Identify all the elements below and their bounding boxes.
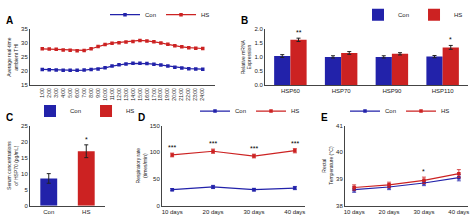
svg-text:**: ** bbox=[296, 29, 302, 36]
svg-text:16:00: 16:00 bbox=[144, 88, 150, 101]
svg-text:20: 20 bbox=[21, 68, 28, 74]
svg-text:18:00: 18:00 bbox=[158, 88, 164, 101]
svg-text:D: D bbox=[138, 112, 145, 123]
svg-text:15: 15 bbox=[21, 155, 28, 161]
svg-text:20 days: 20 days bbox=[379, 209, 400, 215]
svg-text:4:00: 4:00 bbox=[60, 88, 66, 98]
svg-text:***: *** bbox=[250, 145, 258, 152]
svg-text:0: 0 bbox=[24, 203, 28, 209]
svg-text:HS: HS bbox=[291, 108, 299, 114]
svg-text:100: 100 bbox=[150, 149, 161, 155]
svg-text:7:00: 7:00 bbox=[81, 88, 87, 98]
svg-text:1.0: 1.0 bbox=[254, 54, 263, 60]
svg-text:HSP60: HSP60 bbox=[281, 88, 301, 94]
svg-text:10:00: 10:00 bbox=[102, 88, 108, 101]
svg-text:30 days: 30 days bbox=[413, 209, 434, 215]
svg-text:15:00: 15:00 bbox=[137, 88, 143, 101]
svg-text:2.0: 2.0 bbox=[254, 26, 263, 32]
svg-text:Serum concentrationsof HSP70 (: Serum concentrationsof HSP70 (pg/mL) bbox=[6, 141, 19, 190]
svg-text:Average real-timeambient THI: Average real-timeambient THI bbox=[6, 37, 19, 77]
svg-text:39: 39 bbox=[336, 176, 343, 182]
svg-text:21:00: 21:00 bbox=[178, 88, 184, 101]
svg-text:10 days: 10 days bbox=[162, 209, 183, 215]
svg-text:B: B bbox=[241, 15, 248, 26]
svg-text:Con: Con bbox=[70, 108, 81, 114]
svg-text:***: *** bbox=[209, 140, 217, 147]
svg-text:30: 30 bbox=[21, 40, 28, 46]
svg-text:*: * bbox=[422, 168, 425, 175]
svg-text:35: 35 bbox=[21, 26, 28, 32]
svg-text:Con: Con bbox=[398, 12, 409, 18]
svg-text:25: 25 bbox=[21, 54, 28, 60]
svg-text:C: C bbox=[6, 112, 13, 123]
svg-text:10: 10 bbox=[21, 171, 28, 177]
svg-text:50: 50 bbox=[153, 176, 160, 182]
svg-text:HSP70: HSP70 bbox=[332, 88, 352, 94]
svg-text:Respiratory rate(times/min): Respiratory rate(times/min) bbox=[135, 148, 148, 184]
svg-text:14:00: 14:00 bbox=[130, 88, 136, 101]
svg-text:24:00: 24:00 bbox=[199, 88, 205, 101]
svg-text:5:00: 5:00 bbox=[67, 88, 73, 98]
svg-text:9:00: 9:00 bbox=[95, 88, 101, 98]
svg-text:E: E bbox=[321, 112, 328, 123]
svg-text:***: *** bbox=[291, 140, 299, 147]
svg-text:*: * bbox=[449, 36, 452, 43]
svg-text:40 days: 40 days bbox=[448, 209, 469, 215]
svg-text:1.5: 1.5 bbox=[254, 40, 263, 46]
svg-text:0.0: 0.0 bbox=[254, 82, 263, 88]
svg-text:10 days: 10 days bbox=[344, 209, 365, 215]
svg-text:*: * bbox=[85, 136, 88, 143]
svg-text:3:00: 3:00 bbox=[53, 88, 59, 98]
svg-text:150: 150 bbox=[150, 123, 161, 129]
svg-text:20:00: 20:00 bbox=[171, 88, 177, 101]
svg-text:A: A bbox=[6, 15, 13, 26]
svg-text:23:00: 23:00 bbox=[192, 88, 198, 101]
svg-text:HS: HS bbox=[201, 12, 209, 18]
svg-text:2:00: 2:00 bbox=[46, 88, 52, 98]
svg-text:1:00: 1:00 bbox=[39, 88, 45, 98]
svg-text:HSP90: HSP90 bbox=[382, 88, 402, 94]
svg-text:Con: Con bbox=[385, 108, 396, 114]
svg-text:19:00: 19:00 bbox=[164, 88, 170, 101]
svg-text:0.5: 0.5 bbox=[254, 68, 263, 74]
svg-text:HS: HS bbox=[454, 12, 462, 18]
svg-text:8:00: 8:00 bbox=[88, 88, 94, 98]
svg-text:HS: HS bbox=[441, 108, 449, 114]
svg-text:RectalTemperature (°C): RectalTemperature (°C) bbox=[321, 146, 334, 185]
svg-text:20 days: 20 days bbox=[203, 209, 224, 215]
svg-text:HS: HS bbox=[82, 209, 90, 215]
svg-text:22:00: 22:00 bbox=[185, 88, 191, 101]
svg-text:17:00: 17:00 bbox=[151, 88, 157, 101]
svg-text:15: 15 bbox=[21, 82, 28, 88]
svg-text:41: 41 bbox=[336, 123, 343, 129]
svg-text:***: *** bbox=[168, 144, 176, 151]
svg-text:6:00: 6:00 bbox=[74, 88, 80, 98]
svg-text:Con: Con bbox=[235, 108, 246, 114]
svg-text:Relative mRNAExpression: Relative mRNAExpression bbox=[240, 39, 253, 74]
svg-text:25: 25 bbox=[21, 123, 28, 129]
svg-text:HSP110: HSP110 bbox=[432, 88, 455, 94]
svg-text:0: 0 bbox=[156, 203, 160, 209]
svg-text:Con: Con bbox=[145, 12, 156, 18]
svg-text:HS: HS bbox=[126, 108, 134, 114]
svg-text:40: 40 bbox=[336, 149, 343, 155]
svg-text:Con: Con bbox=[43, 209, 54, 215]
svg-text:12:00: 12:00 bbox=[116, 88, 122, 101]
svg-text:40 days: 40 days bbox=[284, 209, 305, 215]
svg-text:11:00: 11:00 bbox=[109, 88, 115, 100]
svg-text:5: 5 bbox=[24, 187, 28, 193]
svg-text:13:00: 13:00 bbox=[123, 88, 129, 101]
svg-text:30 days: 30 days bbox=[243, 209, 264, 215]
svg-text:38: 38 bbox=[336, 203, 343, 209]
svg-text:20: 20 bbox=[21, 139, 28, 145]
